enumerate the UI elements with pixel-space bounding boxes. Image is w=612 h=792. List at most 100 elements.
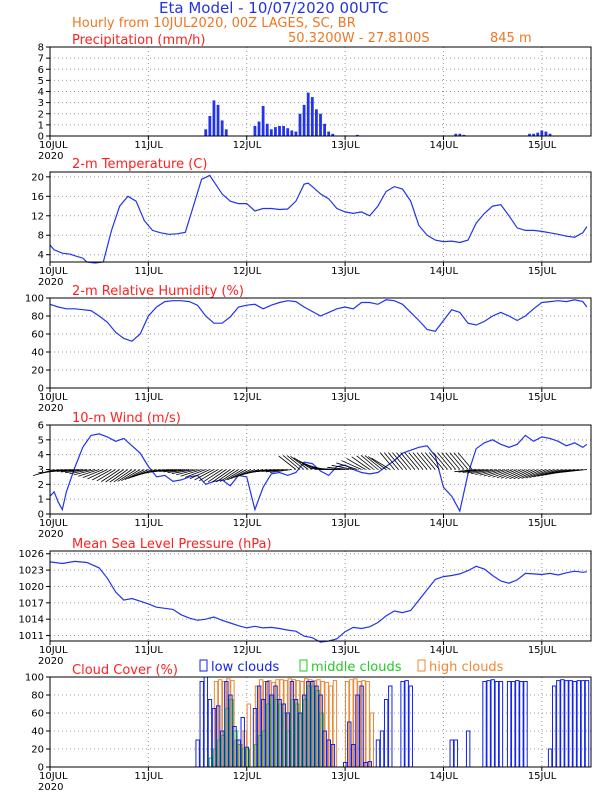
wind-barb: [69, 469, 92, 475]
cloud-bar-low: [506, 681, 512, 768]
cloud-bar-high: [369, 712, 374, 768]
temp-line: [49, 174, 588, 264]
precip-bar: [274, 127, 277, 136]
wind-barb: [198, 469, 219, 482]
wind-barb: [364, 455, 383, 470]
wind-barb: [216, 469, 235, 483]
wind-barb: [564, 469, 587, 473]
precip-bar: [315, 109, 318, 136]
precip-bar: [458, 133, 462, 136]
subtitle: Hourly from 10JUL2020, 00Z LAGES, SC, BR: [72, 16, 356, 31]
wind-barb: [234, 469, 256, 478]
wind-barb: [219, 469, 239, 482]
wind-ytick-label: 4: [38, 450, 44, 461]
temp-ytick-label: 20: [31, 172, 44, 183]
panel-wind: 10-m Wind (m/s) 0 1 2 3 4 5 6 10JUL 11JUL 12JUL 13J…: [32, 411, 592, 540]
precip-bar: [286, 128, 290, 136]
cloud-year-label: 2020: [38, 782, 63, 792]
wind-barb: [163, 469, 186, 473]
wind-barb: [433, 452, 448, 470]
wind-xtick-label: 11JUL: [134, 518, 163, 529]
rh-frame: [49, 297, 592, 389]
wind-barb: [388, 452, 403, 470]
precip-bar: [544, 131, 548, 136]
cloud-ytick-label: 0: [38, 763, 44, 774]
mslp-ytick-label: 1023: [19, 566, 44, 577]
wind-barb: [278, 455, 297, 470]
main-title: Eta Model - 10/07/2020 00UTC: [159, 0, 388, 17]
wind-barb: [78, 469, 100, 477]
mslp-xtick-label: 11JUL: [134, 645, 163, 656]
wind-ytick-label: 2: [38, 480, 44, 491]
wind-barb: [230, 469, 251, 480]
wind-barb: [457, 452, 473, 470]
rh-xtick-label: 14JUL: [429, 392, 458, 403]
wind-barb: [458, 469, 481, 473]
precip-bar: [261, 105, 265, 136]
cloud-xtick-label: 15JUL: [528, 771, 557, 782]
mslp-ytick-label: 1017: [19, 598, 44, 609]
cloud-bar-low: [498, 681, 504, 768]
precip-bar: [208, 115, 212, 136]
wind-barb: [441, 452, 457, 470]
precip-bar: [265, 123, 269, 136]
cloud-bar-low: [408, 685, 413, 768]
cloud-bar-low: [519, 681, 524, 768]
cloud-bar-low: [199, 681, 204, 768]
wind-barb: [483, 469, 506, 477]
wind-barb: [105, 469, 125, 483]
precip-ytick-label: 0: [38, 132, 44, 143]
cloud-bar-low: [404, 680, 409, 768]
mslp-title: Mean Sea Level Pressure (hPa): [72, 537, 272, 552]
precip-bar: [224, 129, 228, 136]
mslp-xtick-label: 15JUL: [528, 645, 557, 656]
wind-barb: [87, 469, 108, 480]
cloud-ytick-label: 60: [31, 709, 44, 720]
temp-xtick-label: 14JUL: [429, 266, 458, 277]
cloud-bar-low: [494, 681, 500, 768]
wind-barb: [533, 469, 555, 478]
cloud-bar-low: [375, 739, 381, 768]
rh-xtick-label: 12JUL: [233, 392, 262, 403]
precip-bar: [298, 113, 302, 136]
wind-barb: [171, 469, 194, 474]
low-clouds-legend-icon: [199, 659, 208, 672]
wind-barb: [203, 469, 223, 482]
cloud-bar-low: [576, 680, 582, 768]
cloud-bar-low: [203, 676, 209, 768]
wind-barb: [346, 458, 366, 470]
wind-barb: [91, 469, 112, 481]
mslp-year-label: 2020: [38, 656, 63, 667]
wind-barb: [331, 464, 354, 470]
precip-bar: [306, 92, 310, 136]
precip-bar: [454, 133, 458, 136]
wind-title: 10-m Wind (m/s): [72, 411, 181, 426]
wind-barb: [269, 469, 292, 473]
wind-barb: [537, 469, 559, 477]
wind-barb: [453, 452, 469, 470]
wind-barb: [223, 469, 243, 482]
wind-barb: [529, 469, 551, 479]
wind-barb: [327, 466, 350, 470]
cloud-bar-low: [490, 679, 495, 768]
precip-ytick-label: 2: [38, 109, 44, 120]
temp-frame: [49, 171, 592, 263]
wind-barb: [505, 469, 526, 479]
wind-barb: [544, 469, 567, 476]
precip-bar: [540, 130, 544, 136]
mslp-xtick-label: 12JUL: [233, 645, 262, 656]
wind-frame: [49, 424, 592, 515]
cloud-ytick-label: 80: [31, 691, 44, 702]
temp-year-label: 2020: [38, 277, 63, 288]
precip-bar: [532, 133, 536, 136]
wind-barb: [207, 469, 227, 483]
cloud-ytick-label: 100: [25, 673, 44, 684]
wind-xtick-label: 14JUL: [429, 518, 458, 529]
precip-bar: [331, 133, 335, 136]
wind-barb: [286, 455, 305, 470]
cloud-bar-low: [572, 681, 577, 768]
precip-bar: [220, 120, 224, 136]
precip-bar: [310, 97, 314, 136]
cloud-ytick-label: 40: [31, 727, 44, 738]
wind-barb: [360, 455, 379, 470]
